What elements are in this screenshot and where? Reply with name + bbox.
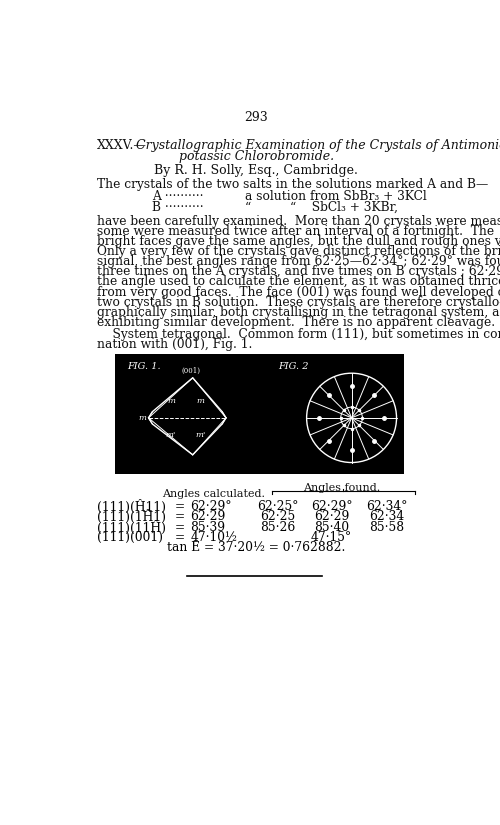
Text: 62·34: 62·34 [369,510,404,523]
Text: graphically similar, both crystallising in the tetragonal system, and: graphically similar, both crystallising … [98,306,500,319]
Text: Only a very few of the crystals gave distinct reflections of the bright: Only a very few of the crystals gave dis… [98,245,500,258]
Text: =: = [175,531,186,544]
Text: 85·39: 85·39 [190,521,226,534]
Text: (111)(Ĥ11): (111)(Ĥ11) [98,500,166,514]
Text: the angle used to calculate the element, as it was obtained thrice: the angle used to calculate the element,… [98,276,500,289]
Text: 293: 293 [244,111,268,124]
Text: FIG. 1.: FIG. 1. [127,362,160,371]
Text: exhibiting similar development.  There is no apparent cleavage.: exhibiting similar development. There is… [98,316,496,329]
Text: 47·15°: 47·15° [311,531,352,544]
Text: (111)(11Ĥ): (111)(11Ĥ) [98,521,166,535]
Text: A ··········: A ·········· [152,190,203,203]
Text: FIG. 2: FIG. 2 [278,362,308,371]
Text: 62·29: 62·29 [190,510,226,523]
Text: By R. H. Solly, Esq., Cambridge.: By R. H. Solly, Esq., Cambridge. [154,163,358,177]
Text: two crystals in B solution.  These crystals are therefore crystallo-: two crystals in B solution. These crysta… [98,296,500,309]
Bar [115,354,404,474]
Text: (001): (001) [182,367,201,375]
Text: three times on the A crystals, and five times on B crystals ; 62·29° is: three times on the A crystals, and five … [98,266,500,278]
Text: System tetragonal.  Common form (111), but sometimes in combi-: System tetragonal. Common form (111), bu… [98,328,500,341]
Text: 85·40: 85·40 [314,521,349,534]
Text: from very good faces.  The face (001) was found well developed on: from very good faces. The face (001) was… [98,285,500,299]
Text: 85·58: 85·58 [369,521,404,534]
Text: “          “    SbCl₃ + 3KBr,: “ “ SbCl₃ + 3KBr, [244,200,398,214]
Text: tan E = 37·20½ = 0·762882.: tan E = 37·20½ = 0·762882. [167,541,346,554]
Text: 62·29°: 62·29° [310,500,352,513]
Text: XXXV.—: XXXV.— [98,139,147,152]
Text: =: = [175,500,186,513]
Text: 62·34°: 62·34° [366,500,407,513]
Text: Angles found.: Angles found. [303,483,380,493]
Text: nation with (001), Fig. 1.: nation with (001), Fig. 1. [98,338,253,351]
Text: a solution from SbBr₃ + 3KCl: a solution from SbBr₃ + 3KCl [244,190,426,203]
Text: 62·25: 62·25 [260,510,296,523]
Text: (111)(001): (111)(001) [98,531,164,544]
Text: some were measured twice after an interval of a fortnight.  The: some were measured twice after an interv… [98,224,494,238]
Text: 62·29: 62·29 [314,510,349,523]
Text: m: m [167,397,175,405]
Text: Crystallographic Examination of the Crystals of Antimonio-: Crystallographic Examination of the Crys… [136,139,500,152]
Text: signal, the best angles range from 62·25—62·34°; 62·29° was found: signal, the best angles range from 62·25… [98,255,500,268]
Text: (111)(1Ĥ1): (111)(1Ĥ1) [98,510,166,525]
Text: bright faces gave the same angles, but the dull and rough ones varied.: bright faces gave the same angles, but t… [98,235,500,247]
Text: 85·26: 85·26 [260,521,296,534]
Text: 47·10½: 47·10½ [190,531,238,544]
Text: =: = [175,521,186,534]
Text: m': m' [166,431,176,439]
Text: m: m [196,397,204,405]
Text: have been carefully examined.  More than 20 crystals were measured ;: have been carefully examined. More than … [98,214,500,228]
Text: 62·29°: 62·29° [190,500,232,513]
Text: m: m [138,414,146,422]
Text: =: = [175,510,186,523]
Text: 62·25°: 62·25° [258,500,298,513]
Text: potassic Chlorobromide.: potassic Chlorobromide. [178,150,334,163]
Text: B ··········: B ·········· [152,200,203,214]
Text: The crystals of the two salts in the solutions marked A and B—: The crystals of the two salts in the sol… [98,177,488,191]
Text: Angles calculated.: Angles calculated. [162,489,265,499]
Text: m': m' [196,431,205,439]
